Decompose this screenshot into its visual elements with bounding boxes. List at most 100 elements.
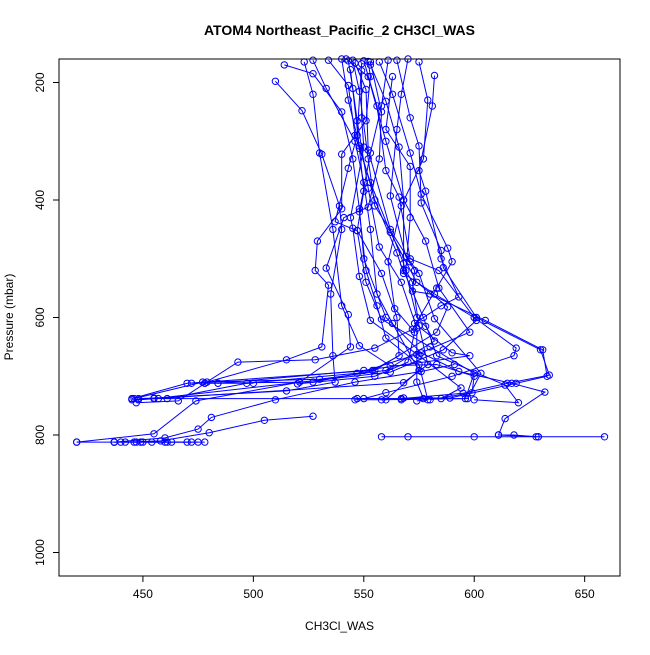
data-point [371,344,379,352]
data-point [541,388,549,396]
data-point [384,258,392,266]
data-point [470,396,478,404]
data-point [386,362,394,370]
data-point [280,61,288,69]
data-point [430,315,439,323]
data-point [382,166,390,175]
data-point [282,356,291,364]
data-point [366,316,375,325]
data-point [364,184,372,193]
data-point [424,360,432,369]
data-point [366,225,375,234]
data-point [413,397,421,405]
x-tick-label: 500 [243,587,263,601]
y-tick-label: 1000 [33,539,47,566]
plot-frame [58,58,621,577]
data-point [382,389,390,397]
data-point [406,114,414,122]
data-point [494,431,503,439]
series-30 [377,433,542,441]
data-point [364,57,372,66]
series-line [158,60,550,400]
data-point [461,394,470,403]
data-point [351,59,359,67]
data-point [466,352,474,360]
data-point [532,433,540,441]
data-point [466,328,474,336]
data-point [192,397,200,405]
data-point [402,266,410,275]
data-point [130,394,138,403]
series-line [204,61,453,384]
data-point [249,379,258,387]
data-point [340,213,348,222]
data-point [338,302,346,310]
data-point [393,313,401,322]
data-point [393,125,401,134]
series-line [345,58,520,404]
data-point [393,56,401,64]
x-tick-label: 650 [575,587,595,601]
data-point [322,264,330,272]
data-point [355,272,364,281]
data-point [207,413,216,422]
data-point [271,77,280,86]
data-point [404,433,412,441]
data-point [349,84,357,93]
series-line [76,61,383,443]
chart-title: ATOM4 Northeast_Pacific_2 CH3Cl_WAS [204,22,475,38]
data-point [260,416,269,424]
data-point [406,162,414,171]
data-point [419,155,428,163]
data-point [408,278,417,286]
series-line [136,61,371,404]
series-line [125,415,314,443]
x-tick-label: 450 [133,587,153,601]
data-point [382,125,390,134]
data-point [322,84,330,93]
data-point [375,155,383,163]
series-line [217,75,470,384]
data-point [439,346,447,354]
data-point [324,56,333,64]
data-point [433,360,441,369]
data-point [399,266,408,275]
data-point [353,117,361,125]
data-point [424,96,432,104]
data-point [214,379,222,387]
data-point [311,356,319,364]
data-point [355,342,364,350]
data-point [346,343,355,351]
data-point [187,438,196,446]
data-point [338,150,346,158]
data-point [410,328,419,336]
data-point [437,255,445,263]
data-point [349,224,357,232]
data-point [430,71,439,80]
data-point [201,438,209,446]
series-32 [201,379,258,387]
data-point [309,56,317,64]
series-1 [134,77,346,403]
data-point [514,399,523,407]
data-point [205,429,213,437]
data-point [455,367,463,376]
series-17 [130,59,439,403]
data-point [315,149,324,157]
data-point [377,102,386,110]
data-point [539,346,547,354]
series-line [341,58,517,400]
data-point [415,142,423,150]
data-point [433,328,441,336]
data-point [360,255,368,263]
y-tick-label: 600 [33,307,47,327]
y-tick-label: 800 [33,425,47,445]
series-layer [73,55,609,446]
series-line [114,364,455,443]
data-point [234,358,242,366]
series-4 [187,56,452,387]
data-point [362,266,370,275]
x-tick-label: 550 [354,587,374,601]
data-point [368,366,377,375]
